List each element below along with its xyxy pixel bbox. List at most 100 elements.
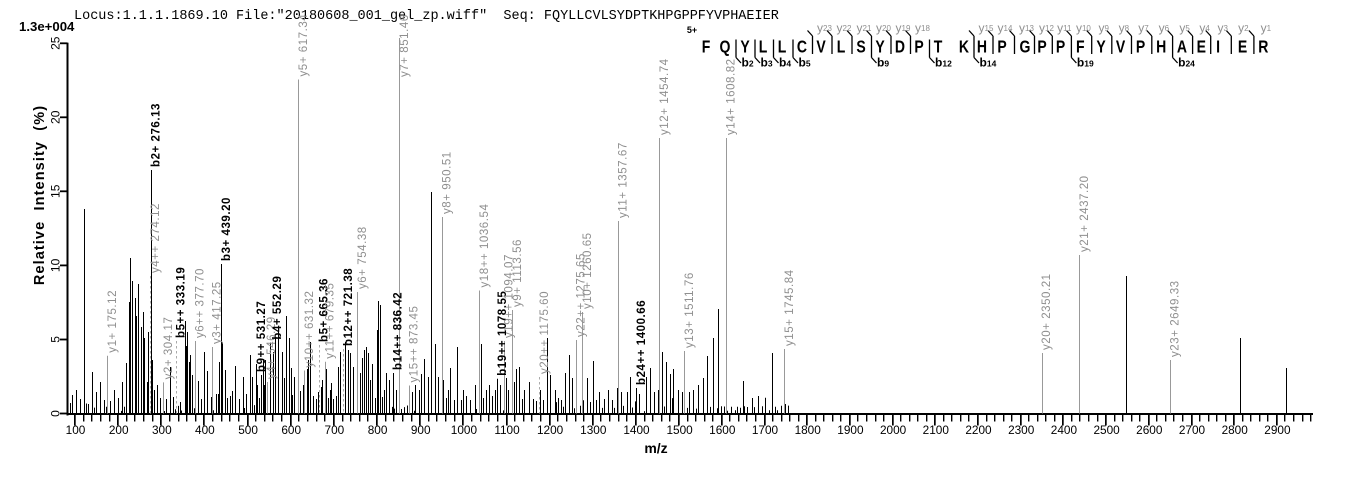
- svg-text:P: P: [1037, 37, 1047, 57]
- svg-text:y15++ 873.45: y15++ 873.45: [408, 306, 420, 383]
- svg-text:2100: 2100: [923, 423, 950, 437]
- svg-text:b4: b4: [779, 56, 791, 70]
- svg-text:2800: 2800: [1222, 423, 1249, 437]
- svg-text:y19: y19: [896, 21, 911, 35]
- svg-text:25: 25: [49, 36, 63, 50]
- svg-text:5: 5: [49, 336, 63, 343]
- svg-text:y6+ 754.38: y6+ 754.38: [357, 226, 369, 289]
- svg-text:y21: y21: [857, 21, 872, 35]
- svg-text:2600: 2600: [1136, 423, 1163, 437]
- svg-text:1600: 1600: [709, 423, 736, 437]
- svg-text:y18: y18: [915, 21, 930, 35]
- svg-text:600: 600: [281, 423, 301, 437]
- svg-text:y14+ 1608.82: y14+ 1608.82: [725, 58, 737, 135]
- svg-text:y6: y6: [1159, 21, 1170, 35]
- svg-text:b19++ 1078.55: b19++ 1078.55: [497, 291, 509, 376]
- svg-text:y5+ 617.34: y5+ 617.34: [298, 14, 310, 77]
- svg-text:1000: 1000: [451, 423, 478, 437]
- svg-text:y12+ 1454.74: y12+ 1454.74: [659, 58, 671, 135]
- svg-text:E: E: [1238, 37, 1248, 57]
- svg-text:y3: y3: [1217, 21, 1228, 35]
- svg-text:y18++ 1036.54: y18++ 1036.54: [479, 204, 491, 288]
- svg-text:y4++ 274.12: y4++ 274.12: [150, 203, 162, 273]
- svg-text:y8: y8: [1119, 21, 1130, 35]
- svg-text:y23: y23: [817, 21, 832, 35]
- svg-text:b24++ 1400.66: b24++ 1400.66: [636, 300, 648, 385]
- svg-text:10: 10: [49, 258, 63, 272]
- svg-text:y8+ 950.51: y8+ 950.51: [442, 151, 454, 214]
- svg-text:y14: y14: [998, 21, 1013, 35]
- svg-text:y4: y4: [1199, 21, 1210, 35]
- svg-text:y2+ 304.17: y2+ 304.17: [163, 317, 175, 380]
- svg-text:y21+ 2437.20: y21+ 2437.20: [1079, 175, 1091, 252]
- svg-text:b5+ 665.36: b5+ 665.36: [319, 278, 331, 342]
- svg-text:S: S: [856, 37, 866, 57]
- svg-text:b12: b12: [935, 56, 952, 70]
- svg-text:y20: y20: [876, 21, 891, 35]
- svg-text:2000: 2000: [880, 423, 907, 437]
- svg-text:y10+ 1260.65: y10+ 1260.65: [582, 232, 594, 309]
- svg-text:b24: b24: [1178, 56, 1195, 70]
- svg-text:R: R: [1258, 37, 1268, 57]
- svg-text:T: T: [934, 37, 943, 57]
- svg-text:b12++ 721.38: b12++ 721.38: [343, 268, 355, 346]
- svg-text:y6++ 377.70: y6++ 377.70: [195, 268, 207, 338]
- svg-text:700: 700: [325, 423, 345, 437]
- svg-text:y5: y5: [1179, 21, 1190, 35]
- svg-text:1900: 1900: [837, 423, 864, 437]
- svg-text:b5: b5: [799, 56, 811, 70]
- svg-text:y20+ 2350.21: y20+ 2350.21: [1041, 273, 1053, 350]
- svg-text:Y: Y: [875, 37, 885, 57]
- svg-text:b5++ 333.19: b5++ 333.19: [175, 267, 187, 338]
- svg-text:b9++ 531.27: b9++ 531.27: [256, 301, 268, 372]
- svg-text:y4+ 546.29: y4+ 546.29: [266, 316, 278, 379]
- svg-text:y15: y15: [979, 21, 994, 35]
- svg-text:D: D: [895, 37, 905, 57]
- svg-text:Y: Y: [1096, 37, 1106, 57]
- svg-text:Relative Intensity (%): Relative Intensity (%): [32, 105, 48, 285]
- svg-text:0: 0: [49, 410, 63, 417]
- svg-text:y12: y12: [1039, 21, 1054, 35]
- svg-text:1700: 1700: [752, 423, 779, 437]
- svg-text:G: G: [1020, 37, 1031, 57]
- svg-text:500: 500: [238, 423, 258, 437]
- svg-text:V: V: [816, 37, 826, 57]
- svg-text:2700: 2700: [1179, 423, 1206, 437]
- svg-text:300: 300: [152, 423, 172, 437]
- svg-text:y1+ 175.12: y1+ 175.12: [107, 290, 119, 353]
- svg-text:b2+ 276.13: b2+ 276.13: [151, 103, 163, 167]
- svg-text:y9+ 1113.56: y9+ 1113.56: [512, 239, 524, 307]
- svg-text:L: L: [837, 37, 846, 57]
- svg-text:y19++ 1094.07: y19++ 1094.07: [504, 254, 516, 338]
- svg-text:L: L: [778, 37, 787, 57]
- svg-text:y23+ 2649.33: y23+ 2649.33: [1170, 280, 1182, 357]
- svg-text:800: 800: [368, 423, 388, 437]
- svg-text:b2: b2: [742, 56, 754, 70]
- svg-text:C: C: [797, 37, 807, 57]
- svg-text:2300: 2300: [1008, 423, 1035, 437]
- svg-text:1800: 1800: [795, 423, 822, 437]
- svg-text:1200: 1200: [537, 423, 564, 437]
- svg-text:y10: y10: [1076, 21, 1091, 35]
- svg-text:1.3e+004: 1.3e+004: [19, 19, 75, 34]
- svg-text:y11: y11: [1057, 21, 1072, 35]
- svg-text:H: H: [1156, 37, 1166, 57]
- svg-text:5+: 5+: [687, 25, 697, 35]
- svg-text:y9: y9: [1098, 21, 1109, 35]
- svg-text:20: 20: [49, 110, 63, 124]
- svg-text:Locus:1.1.1.1869.10 File:"2018: Locus:1.1.1.1869.10 File:"20180608_001_g…: [74, 9, 779, 24]
- svg-text:y22: y22: [837, 21, 852, 35]
- svg-text:y15+ 1745.84: y15+ 1745.84: [784, 269, 796, 346]
- svg-text:y13+ 1511.76: y13+ 1511.76: [684, 272, 696, 348]
- svg-text:P: P: [1056, 37, 1066, 57]
- svg-text:2200: 2200: [965, 423, 992, 437]
- svg-text:Y: Y: [740, 37, 750, 57]
- svg-text:F: F: [1076, 37, 1085, 57]
- svg-text:2400: 2400: [1051, 423, 1078, 437]
- svg-text:A: A: [1177, 37, 1187, 57]
- svg-text:F: F: [702, 37, 711, 57]
- svg-text:900: 900: [411, 423, 431, 437]
- svg-text:1100: 1100: [494, 423, 520, 437]
- svg-text:y7: y7: [1138, 21, 1149, 35]
- svg-text:y20++ 1175.60: y20++ 1175.60: [539, 291, 551, 374]
